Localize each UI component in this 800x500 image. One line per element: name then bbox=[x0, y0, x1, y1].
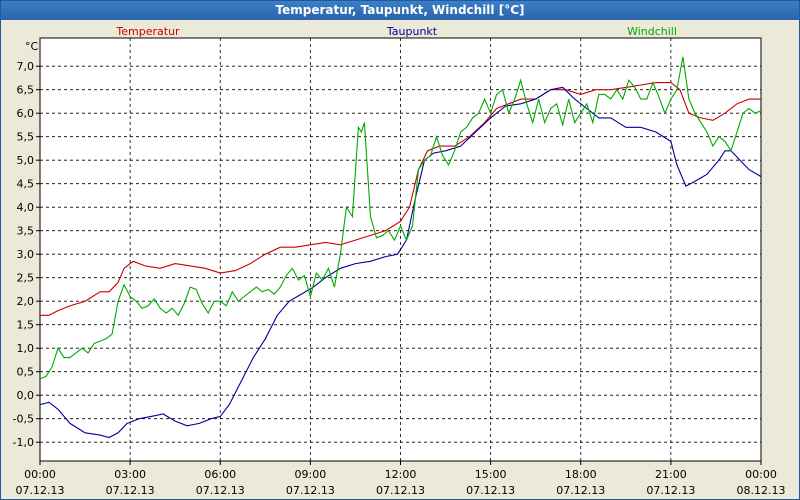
series-line-windchill bbox=[39, 56, 762, 380]
y-tick-label: 2,5 bbox=[17, 272, 35, 285]
x-tick-date: 07.12.13 bbox=[646, 484, 695, 497]
y-axis-unit-label: °C bbox=[25, 40, 39, 53]
y-tick-label: 1,0 bbox=[17, 342, 35, 355]
y-tick-label: 0,0 bbox=[17, 389, 35, 402]
legend: Temperatur Taupunkt Windchill bbox=[115, 25, 677, 38]
x-tick-time: 09:00 bbox=[295, 468, 327, 481]
x-tick-time: 12:00 bbox=[385, 468, 417, 481]
x-tick-date: 08.12.13 bbox=[737, 484, 786, 497]
x-tick-time: 06:00 bbox=[204, 468, 236, 481]
x-tick-time: 21:00 bbox=[655, 468, 687, 481]
x-tick-time: 18:00 bbox=[565, 468, 597, 481]
x-tick-time: 03:00 bbox=[114, 468, 146, 481]
window-title: Temperatur, Taupunkt, Windchill [°C] bbox=[1, 1, 799, 20]
series-line-taupunkt bbox=[39, 86, 762, 439]
y-tick-label: 5,0 bbox=[17, 154, 35, 167]
y-tick-label: 3,0 bbox=[17, 248, 35, 261]
x-tick-date: 07.12.13 bbox=[286, 484, 335, 497]
x-tick-time: 00:00 bbox=[24, 468, 56, 481]
x-tick-time: 15:00 bbox=[475, 468, 507, 481]
x-tick-date: 07.12.13 bbox=[106, 484, 155, 497]
y-tick-label: 5,5 bbox=[17, 131, 35, 144]
y-tick-label: 4,0 bbox=[17, 201, 35, 214]
y-tick-label: 7,0 bbox=[17, 60, 35, 73]
y-tick-label: 0,5 bbox=[17, 366, 35, 379]
y-tick-label: 1,5 bbox=[17, 319, 35, 332]
legend-windchill: Windchill bbox=[627, 25, 677, 38]
legend-taupunkt: Taupunkt bbox=[386, 25, 438, 38]
y-tick-label: 2,0 bbox=[17, 295, 35, 308]
y-tick-label: 4,5 bbox=[17, 178, 35, 191]
x-axis: 00:00 07.12.13 03:00 07.12.13 06:00 07.12.13 0… bbox=[16, 461, 786, 497]
x-tick-date: 07.12.13 bbox=[16, 484, 65, 497]
x-tick-date: 07.12.13 bbox=[376, 484, 425, 497]
series-lines bbox=[39, 56, 762, 439]
y-axis: -1,0 -0,5 0,0 0,5 1,0 1,5 2,0 2,5 3,0 3,5 4,0 4,5 5,… bbox=[13, 60, 40, 449]
y-tick-label: -0,5 bbox=[13, 413, 34, 426]
legend-temperatur: Temperatur bbox=[115, 25, 180, 38]
x-tick-date: 07.12.13 bbox=[196, 484, 245, 497]
y-tick-label: -1,0 bbox=[13, 436, 34, 449]
y-tick-label: 3,5 bbox=[17, 225, 35, 238]
y-tick-label: 6,5 bbox=[17, 84, 35, 97]
x-tick-date: 07.12.13 bbox=[556, 484, 605, 497]
x-tick-time: 00:00 bbox=[745, 468, 777, 481]
x-tick-date: 07.12.13 bbox=[466, 484, 515, 497]
y-tick-label: 6,0 bbox=[17, 107, 35, 120]
